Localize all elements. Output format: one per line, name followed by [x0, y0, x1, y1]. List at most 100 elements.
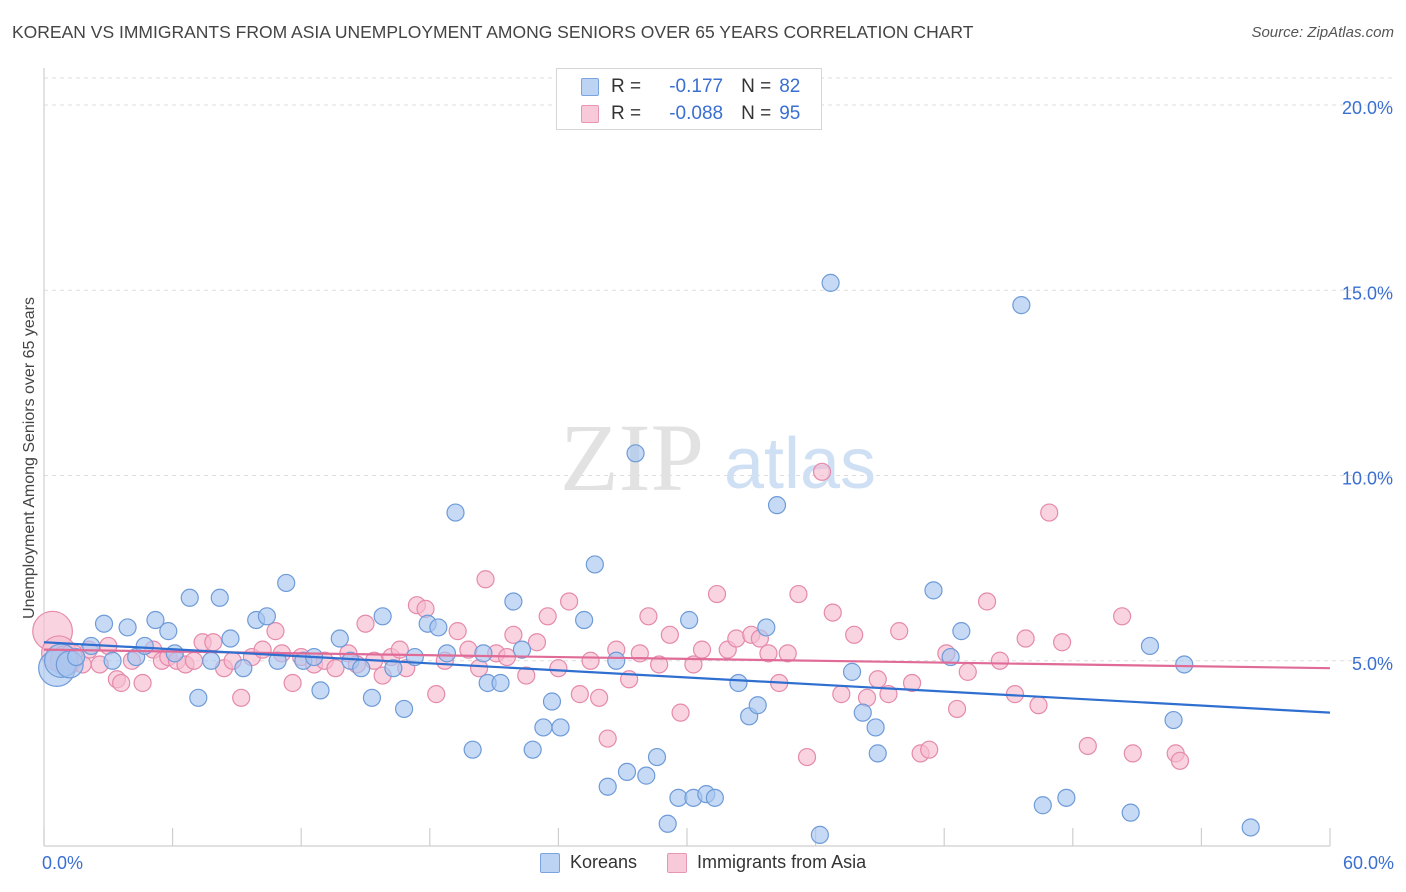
immigrants-point-47 — [476, 570, 495, 589]
legend-immigrants-label: Immigrants from Asia — [697, 852, 867, 872]
immigrants-point-22 — [232, 688, 251, 707]
koreans-point-20 — [257, 607, 277, 626]
koreans-point-50 — [598, 777, 617, 796]
immigrants-point-19 — [204, 633, 223, 652]
immigrants-point-58 — [590, 688, 609, 707]
koreans-point-41 — [491, 673, 510, 693]
immigrants-point-98 — [1040, 503, 1059, 522]
immigrants-point-53 — [538, 607, 557, 626]
koreans-point-30 — [373, 607, 392, 626]
legend-immigrants-swatch — [667, 852, 688, 873]
legend-row-immigrants: R = -0.088 N = 95 — [581, 101, 800, 127]
correlation-legend: R = -0.177 N = 82 R = -0.088 N = 95 — [556, 68, 822, 130]
koreans-point-64 — [748, 696, 767, 715]
koreans-point-14 — [189, 688, 208, 707]
koreans-point-49 — [585, 555, 604, 574]
immigrants-point-44 — [448, 622, 467, 641]
immigrants-point-77 — [789, 584, 808, 604]
koreans-point-48 — [575, 610, 594, 630]
immigrants-point-87 — [902, 673, 922, 693]
koreans-point-52 — [617, 762, 637, 782]
immigrants-point-65 — [660, 625, 679, 644]
koreans-point-10 — [146, 610, 165, 630]
koreans-point-18 — [234, 659, 253, 678]
immigrants-r-value: -0.088 — [669, 103, 724, 124]
legend-row-koreans: R = -0.177 N = 82 — [581, 74, 800, 100]
koreans-point-55 — [647, 747, 667, 767]
immigrants-point-31 — [326, 659, 345, 678]
immigrants-point-102 — [1123, 744, 1142, 763]
koreans-point-78 — [1057, 788, 1076, 807]
koreans-point-74 — [941, 647, 960, 667]
immigrants-point-99 — [1052, 633, 1072, 652]
x-tick-label-min: 0.0% — [42, 853, 84, 873]
immigrants-point-69 — [707, 584, 727, 604]
immigrants-point-93 — [977, 592, 997, 611]
immigrants-swatch — [581, 105, 599, 123]
koreans-point-16 — [210, 588, 229, 607]
koreans-point-75 — [952, 622, 971, 641]
koreans-point-83 — [1241, 818, 1260, 837]
immigrants-point-104 — [1170, 751, 1190, 770]
koreans-point-35 — [429, 618, 448, 637]
koreans-point-45 — [534, 718, 553, 737]
immigrants-point-97 — [1029, 696, 1048, 715]
immigrants-point-74 — [759, 644, 778, 663]
immigrants-point-66 — [671, 703, 690, 722]
koreans-point-11 — [159, 622, 178, 641]
koreans-point-22 — [277, 573, 296, 593]
koreans-r-value: -0.177 — [669, 76, 724, 97]
immigrants-point-59 — [598, 729, 617, 748]
koreans-point-66 — [767, 496, 787, 515]
immigrants-point-67 — [684, 655, 703, 674]
immigrants-point-94 — [990, 651, 1010, 670]
series-legend: Koreans Immigrants from Asia — [540, 852, 896, 873]
immigrants-point-56 — [570, 685, 589, 704]
y-tick-label-15: 15.0% — [1342, 283, 1393, 303]
y-tick-labels: 5.0% 10.0% 15.0% 20.0% — [1342, 98, 1393, 674]
koreans-point-80 — [1140, 636, 1160, 656]
immigrants-point-76 — [778, 644, 797, 663]
koreans-point-68 — [821, 273, 840, 292]
immigrants-point-34 — [356, 614, 375, 633]
koreans-point-58 — [680, 610, 699, 630]
immigrants-point-11 — [133, 673, 152, 693]
immigrants-point-79 — [812, 462, 832, 481]
immigrants-point-41 — [416, 599, 435, 618]
koreans-point-73 — [924, 581, 943, 600]
immigrants-point-78 — [797, 747, 817, 767]
grid-lines — [44, 77, 1394, 662]
immigrants-r-label: R = — [611, 103, 642, 124]
koreans-point-12 — [165, 644, 184, 663]
immigrants-point-51 — [517, 666, 536, 685]
koreans-r-label: R = — [611, 76, 642, 97]
trend-lines — [43, 641, 1331, 714]
koreans-point-71 — [866, 718, 885, 737]
immigrants-point-71 — [727, 629, 746, 648]
koreans-point-6 — [103, 651, 122, 670]
koreans-point-39 — [474, 644, 493, 663]
koreans-n-value: 82 — [779, 76, 801, 97]
y-tick-label-20: 20.0% — [1342, 98, 1393, 118]
koreans-point-7 — [118, 618, 137, 637]
immigrants-point-85 — [879, 685, 898, 704]
immigrants-point-9 — [112, 673, 131, 693]
koreans-swatch — [581, 78, 599, 96]
immigrants-trend-line — [43, 648, 1331, 670]
immigrants-point-92 — [958, 662, 977, 681]
koreans-point-70 — [853, 703, 872, 722]
immigrants-point-17 — [184, 651, 204, 670]
immigrants-point-96 — [1016, 629, 1035, 648]
koreans-point-69 — [842, 662, 862, 681]
series-koreans-points — [38, 273, 1260, 844]
koreans-point-72 — [868, 744, 887, 763]
immigrants-point-91 — [947, 699, 967, 719]
koreans-point-51 — [607, 651, 626, 670]
legend-koreans-swatch — [540, 852, 560, 873]
immigrants-point-81 — [832, 685, 851, 704]
koreans-point-65 — [757, 618, 776, 637]
koreans-trend-line — [43, 641, 1331, 714]
koreans-point-79 — [1121, 803, 1140, 822]
immigrants-point-68 — [692, 640, 712, 659]
immigrants-point-55 — [560, 592, 579, 611]
